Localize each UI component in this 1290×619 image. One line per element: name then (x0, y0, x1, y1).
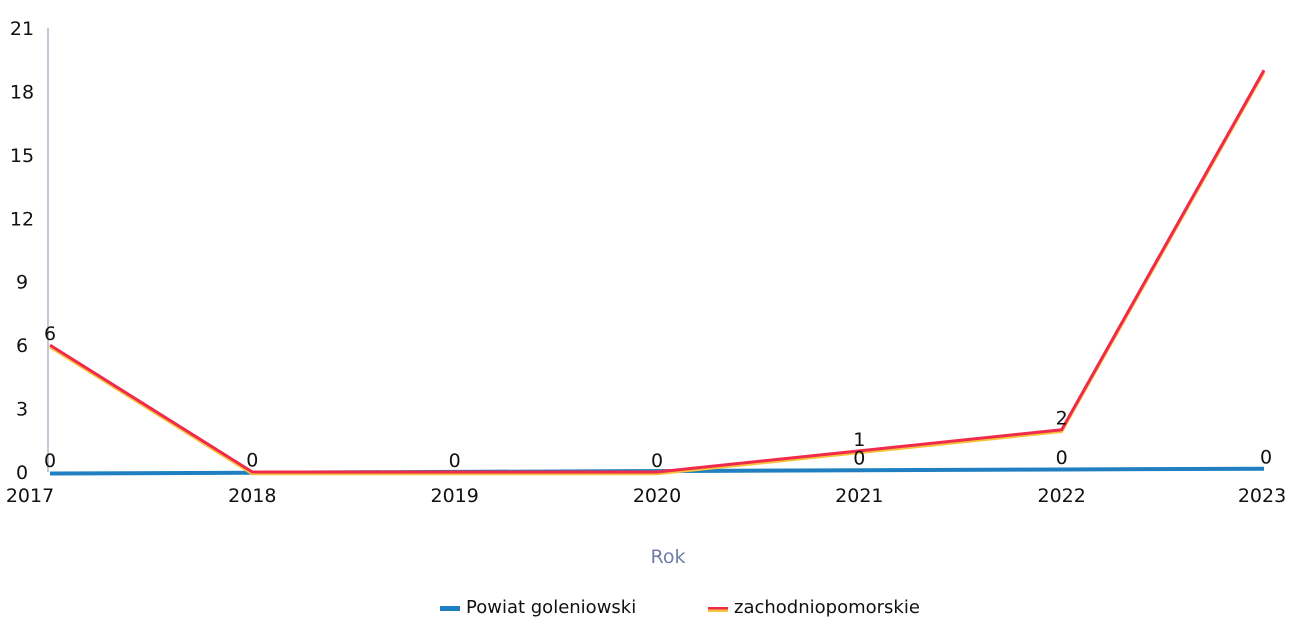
legend-swatch-zachodniopomorskie (708, 607, 728, 610)
y-tick-label: 9 (16, 272, 28, 294)
data-label-powiat-goleniowski: 0 (44, 450, 56, 472)
x-tick-label: 2022 (1037, 485, 1085, 507)
y-tick-label: 15 (10, 145, 34, 167)
y-tick-label: 3 (16, 399, 28, 421)
y-tick-label: 0 (16, 462, 28, 484)
data-label-powiat-goleniowski: 0 (1260, 446, 1272, 468)
y-axis-ticks: 0 3 6 9 12 15 18 21 (10, 18, 34, 484)
x-tick-label: 2021 (835, 485, 883, 507)
x-tick-label: 2017 (6, 485, 54, 507)
data-label-zachodniopomorskie: 2 (1056, 408, 1068, 430)
y-tick-label: 18 (10, 81, 34, 103)
data-label-powiat-goleniowski: 0 (651, 450, 663, 472)
legend-swatch-zachodniopomorskie-secondary (708, 609, 728, 612)
y-tick-label: 6 (16, 335, 28, 357)
data-label-powiat-goleniowski: 0 (449, 450, 461, 472)
data-label-zachodniopomorskie: 1 (853, 429, 865, 451)
series-line-zachodniopomorskie (49, 69, 1266, 474)
series-lines (49, 69, 1266, 476)
data-label-powiat-goleniowski: 0 (853, 448, 865, 470)
x-tick-label: 2023 (1238, 485, 1286, 507)
x-tick-label: 2020 (633, 485, 681, 507)
x-axis-title: Rok (651, 546, 686, 568)
legend-swatch-powiat-goleniowski (440, 606, 460, 611)
legend-label-powiat-goleniowski: Powiat goleniowski (466, 597, 636, 618)
y-tick-label: 12 (10, 208, 34, 230)
x-axis-ticks: 2017 2018 2019 2020 2021 2022 2023 (6, 485, 1286, 507)
data-label-powiat-goleniowski: 0 (246, 449, 258, 471)
x-tick-label: 2019 (430, 485, 478, 507)
x-tick-label: 2018 (228, 485, 276, 507)
data-label-powiat-goleniowski: 0 (1056, 447, 1068, 469)
legend: Powiat goleniowski zachodniopomorskie (440, 597, 920, 618)
y-tick-label: 21 (10, 18, 34, 40)
data-label-zachodniopomorskie: 6 (44, 323, 56, 345)
series-line-zachodniopomorskie-shadow (49, 71, 1266, 476)
legend-label-zachodniopomorskie: zachodniopomorskie (734, 597, 920, 618)
